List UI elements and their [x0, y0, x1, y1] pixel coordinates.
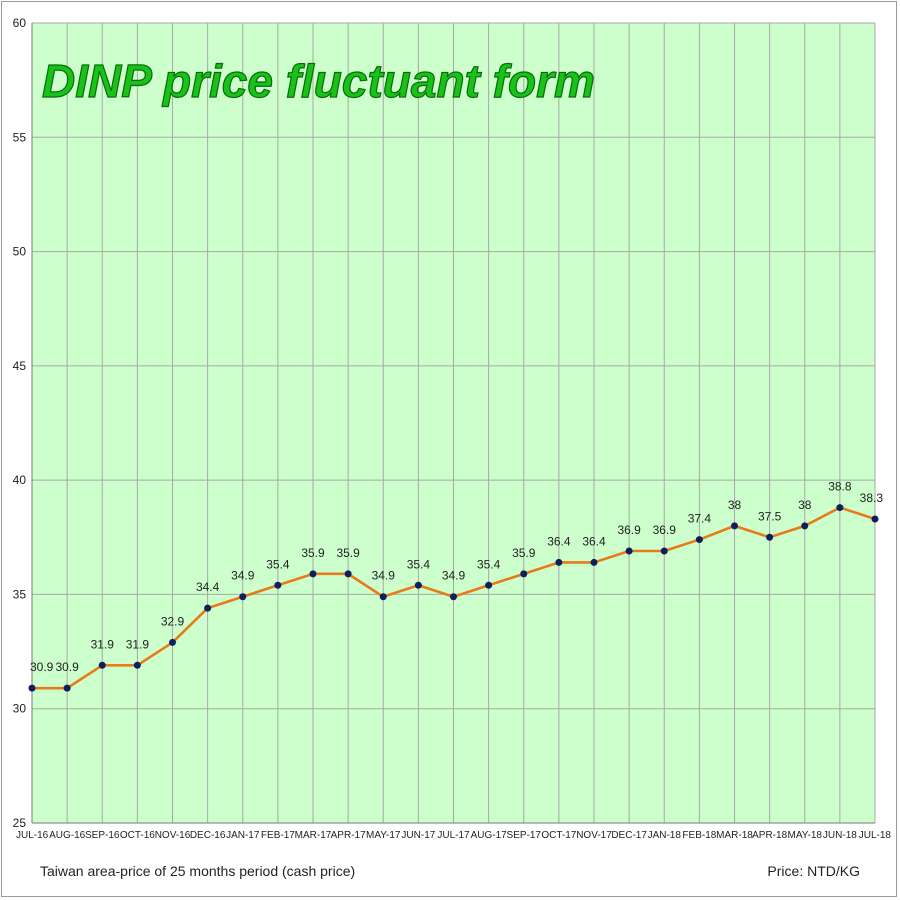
data-label: 38 [728, 498, 742, 512]
x-tick-label: SEP-16 [85, 830, 120, 841]
series-markers [28, 504, 879, 692]
series-point [520, 570, 528, 578]
x-tick-label: NOV-17 [576, 830, 612, 841]
x-tick-label: JUL-17 [437, 830, 470, 841]
footnote-right: Price: NTD/KG [767, 863, 860, 879]
y-tick-label: 55 [13, 130, 27, 144]
data-label: 31.9 [126, 637, 150, 651]
x-tick-label: MAY-17 [366, 830, 401, 841]
data-label: 30.9 [55, 660, 79, 674]
series-point [766, 533, 774, 541]
x-tick-label: FEB-17 [261, 830, 295, 841]
y-tick-label: 40 [13, 473, 27, 487]
series-point [344, 570, 352, 578]
data-label: 36.4 [547, 534, 571, 548]
x-tick-label: OCT-17 [541, 830, 576, 841]
data-label: 35.9 [301, 546, 325, 560]
series-point [414, 581, 422, 589]
series-point [590, 558, 598, 566]
x-tick-label: JUL-16 [16, 830, 49, 841]
data-label: 35.9 [512, 546, 536, 560]
series-point [379, 593, 387, 601]
series-point [695, 536, 703, 544]
series-point [660, 547, 668, 555]
data-label: 38.3 [860, 491, 884, 505]
x-tick-label: SEP-17 [507, 830, 542, 841]
x-tick-label: MAY-18 [788, 830, 823, 841]
y-tick-label: 35 [13, 587, 27, 601]
y-tick-label: 60 [13, 16, 27, 30]
series-point [204, 604, 212, 612]
data-label: 37.5 [758, 509, 782, 523]
x-tick-label: FEB-18 [682, 830, 716, 841]
x-tick-label: JUN-17 [401, 830, 435, 841]
data-label: 34.9 [231, 569, 255, 583]
series-point [871, 515, 879, 523]
series-point [555, 558, 563, 566]
x-tick-label: JAN-17 [226, 830, 260, 841]
data-label: 35.4 [407, 557, 431, 571]
series-point [801, 522, 809, 530]
series-point [133, 661, 141, 669]
y-tick-label: 45 [13, 359, 27, 373]
series-point [28, 684, 36, 692]
data-label: 34.9 [442, 569, 466, 583]
y-tick-label: 50 [13, 245, 27, 259]
x-tick-labels: JUL-16 AUG-16 SEP-16 OCT-16 NOV-16 DEC-16 JAN-… [16, 830, 891, 841]
x-tick-label: DEC-17 [611, 830, 647, 841]
data-label: 36.9 [653, 523, 677, 537]
data-label: 35.4 [477, 557, 501, 571]
data-label: 38.8 [828, 480, 852, 494]
y-tick-labels: 25 30 35 40 45 50 55 60 [13, 16, 27, 830]
x-tick-label: JAN-18 [648, 830, 682, 841]
series-point [625, 547, 633, 555]
data-label: 38 [798, 498, 812, 512]
data-label: 34.4 [196, 580, 220, 594]
x-tick-label: NOV-16 [155, 830, 191, 841]
data-label: 36.9 [617, 523, 641, 537]
series-point [274, 581, 282, 589]
data-label: 35.9 [336, 546, 360, 560]
data-label: 30.9 [30, 660, 54, 674]
series-point [169, 638, 176, 646]
data-label: 37.4 [688, 512, 712, 526]
data-labels: 30.9 30.9 31.9 31.9 32.9 34.4 34.9 35.4 35.9 35.9… [30, 480, 883, 675]
series-point [731, 522, 738, 530]
x-tick-label: MAR-17 [295, 830, 332, 841]
series-point [309, 570, 317, 578]
y-tick-label: 25 [13, 816, 27, 830]
data-label: 36.4 [582, 534, 606, 548]
series-point [450, 593, 457, 601]
data-label: 34.9 [372, 569, 396, 583]
x-tick-label: AUG-16 [49, 830, 86, 841]
data-label: 32.9 [161, 614, 185, 628]
x-tick-label: MAR-18 [716, 830, 753, 841]
y-tick-label: 30 [13, 702, 27, 716]
x-tick-label: AUG-17 [471, 830, 508, 841]
x-tick-label: DEC-16 [190, 830, 226, 841]
footnote-left: Taiwan area-price of 25 months period (c… [40, 863, 355, 879]
data-label: 31.9 [91, 637, 115, 651]
x-tick-label: JUN-18 [823, 830, 857, 841]
x-tick-label: APR-17 [331, 830, 366, 841]
series-point [98, 661, 106, 669]
x-tick-label: APR-18 [752, 830, 787, 841]
series-point [63, 684, 71, 692]
data-label: 35.4 [266, 557, 290, 571]
series-point [239, 593, 247, 601]
x-tick-label: JUL-18 [859, 830, 892, 841]
chart-title: DINP price fluctuant form [42, 55, 595, 107]
x-tick-label: OCT-16 [120, 830, 155, 841]
series-point [485, 581, 493, 589]
series-point [836, 504, 844, 512]
